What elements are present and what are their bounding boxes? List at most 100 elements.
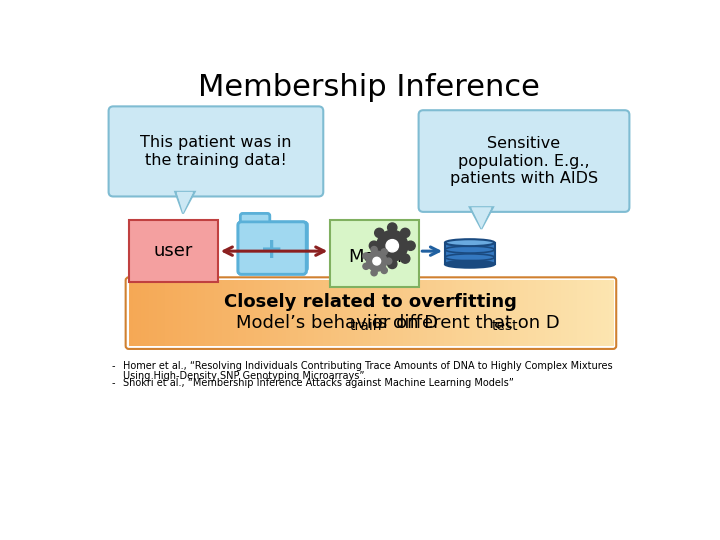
Bar bbox=[496, 280, 501, 346]
Bar bbox=[552, 280, 557, 346]
Bar bbox=[234, 280, 238, 346]
Bar bbox=[541, 280, 545, 346]
Circle shape bbox=[374, 254, 384, 263]
Bar bbox=[278, 280, 283, 346]
Bar bbox=[302, 280, 307, 346]
Circle shape bbox=[374, 228, 384, 238]
Bar bbox=[298, 280, 303, 346]
Circle shape bbox=[363, 253, 369, 259]
Bar bbox=[161, 280, 166, 346]
Bar bbox=[290, 280, 295, 346]
Bar bbox=[323, 280, 328, 346]
Bar bbox=[472, 280, 477, 346]
Ellipse shape bbox=[445, 246, 495, 253]
Text: Homer et al., “Resolving Individuals Contributing Trace Amounts of DNA to Highly: Homer et al., “Resolving Individuals Con… bbox=[122, 361, 612, 372]
Text: user: user bbox=[153, 242, 193, 260]
Bar bbox=[544, 280, 549, 346]
Circle shape bbox=[366, 251, 387, 271]
Text: Using High-Density SNP Genotyping Microarrays”: Using High-Density SNP Genotyping Microa… bbox=[122, 372, 364, 381]
Bar bbox=[532, 280, 537, 346]
Circle shape bbox=[363, 263, 369, 269]
Bar bbox=[423, 280, 428, 346]
Bar bbox=[512, 280, 517, 346]
Bar bbox=[310, 280, 315, 346]
Bar bbox=[222, 280, 226, 346]
Bar bbox=[585, 280, 590, 346]
Bar bbox=[431, 280, 436, 346]
Bar bbox=[492, 280, 497, 346]
Bar bbox=[408, 280, 412, 346]
Bar bbox=[282, 280, 287, 346]
Bar bbox=[262, 280, 267, 346]
Bar bbox=[177, 280, 182, 346]
Bar bbox=[197, 280, 202, 346]
Bar bbox=[153, 280, 158, 346]
Bar bbox=[480, 280, 485, 346]
Bar bbox=[609, 280, 614, 346]
Bar bbox=[589, 280, 594, 346]
Bar bbox=[573, 280, 577, 346]
Bar bbox=[181, 280, 186, 346]
Bar bbox=[165, 280, 170, 346]
Circle shape bbox=[406, 241, 415, 251]
Text: train: train bbox=[349, 319, 382, 333]
Bar bbox=[194, 280, 198, 346]
FancyBboxPatch shape bbox=[240, 213, 270, 229]
Ellipse shape bbox=[445, 261, 495, 268]
Bar bbox=[254, 280, 258, 346]
Circle shape bbox=[381, 249, 387, 255]
Circle shape bbox=[371, 269, 377, 276]
Bar bbox=[363, 280, 368, 346]
Bar bbox=[137, 280, 142, 346]
Bar bbox=[476, 280, 481, 346]
Polygon shape bbox=[175, 192, 194, 213]
Bar bbox=[169, 280, 174, 346]
Bar bbox=[157, 280, 162, 346]
Circle shape bbox=[400, 228, 410, 238]
Bar bbox=[330, 280, 336, 346]
Bar bbox=[379, 280, 384, 346]
Bar bbox=[524, 280, 529, 346]
Bar bbox=[258, 280, 263, 346]
Bar bbox=[456, 280, 461, 346]
Bar bbox=[451, 280, 456, 346]
Bar bbox=[145, 280, 150, 346]
Bar bbox=[488, 280, 492, 346]
Bar bbox=[202, 280, 206, 346]
FancyBboxPatch shape bbox=[238, 222, 306, 274]
Bar bbox=[504, 280, 509, 346]
Text: +: + bbox=[261, 235, 284, 264]
FancyBboxPatch shape bbox=[109, 106, 323, 197]
FancyBboxPatch shape bbox=[243, 222, 307, 271]
Bar bbox=[464, 280, 469, 346]
Bar bbox=[521, 280, 525, 346]
Bar bbox=[347, 280, 351, 346]
Polygon shape bbox=[177, 192, 193, 213]
Bar bbox=[569, 280, 574, 346]
Bar bbox=[230, 280, 235, 346]
Bar bbox=[306, 280, 311, 346]
Bar bbox=[359, 280, 364, 346]
Bar bbox=[419, 280, 424, 346]
Circle shape bbox=[386, 258, 392, 264]
Bar bbox=[210, 280, 215, 346]
Bar bbox=[415, 280, 420, 346]
Bar bbox=[141, 280, 145, 346]
Bar bbox=[601, 280, 606, 346]
Text: Model’s behavior on D: Model’s behavior on D bbox=[235, 314, 438, 332]
Bar bbox=[355, 280, 359, 346]
Bar bbox=[173, 280, 178, 346]
Bar bbox=[330, 220, 419, 287]
Polygon shape bbox=[472, 207, 492, 229]
Bar bbox=[189, 280, 194, 346]
Bar bbox=[399, 280, 404, 346]
Bar bbox=[597, 280, 602, 346]
Bar bbox=[132, 280, 138, 346]
Text: Closely related to overfitting: Closely related to overfitting bbox=[225, 293, 518, 311]
Bar bbox=[367, 280, 372, 346]
Bar bbox=[411, 280, 416, 346]
Bar bbox=[338, 280, 343, 346]
Bar bbox=[468, 280, 472, 346]
Bar bbox=[593, 280, 598, 346]
FancyBboxPatch shape bbox=[238, 222, 306, 274]
